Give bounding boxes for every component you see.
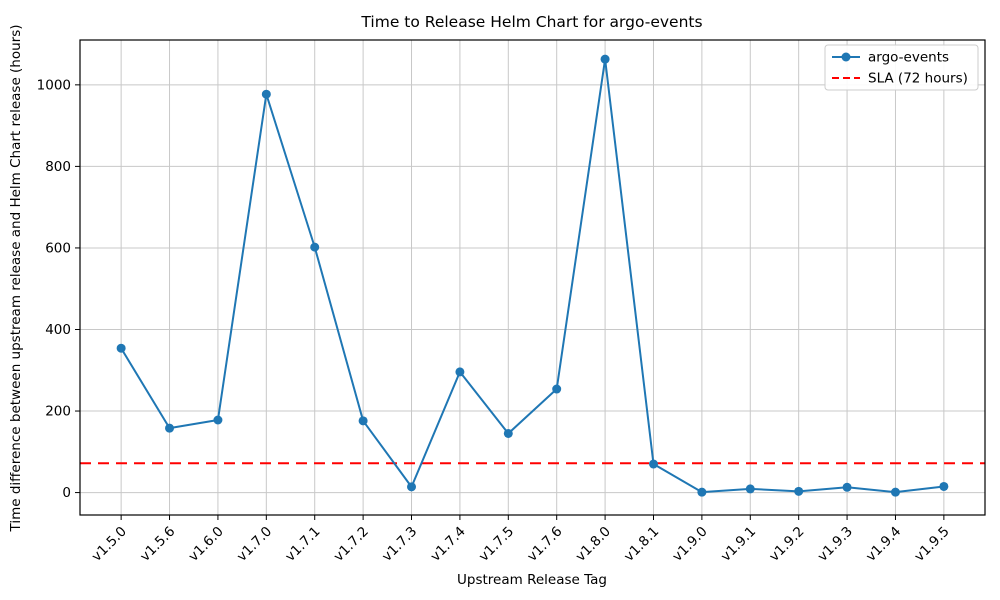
data-point: [939, 481, 949, 491]
x-tick-label: v1.7.6: [524, 524, 565, 565]
data-point: [165, 423, 175, 433]
data-point: [503, 428, 513, 438]
plot-border: [79, 39, 986, 516]
x-tick-label: v1.8.1: [621, 524, 662, 565]
x-tick-label: v1.9.0: [669, 524, 710, 565]
x-tick-label: v1.5.0: [89, 524, 130, 565]
y-tick-label: 800: [45, 159, 71, 175]
data-point: [842, 482, 852, 492]
data-point: [261, 89, 271, 99]
x-tick-label: v1.7.2: [331, 524, 372, 565]
legend-label-sla: SLA (72 hours): [868, 71, 968, 87]
data-point: [552, 384, 562, 394]
tick-layer: v1.5.0 v1.5.6 v1.6.0 v1.7.0 v1.7.1 v1.7.2 v1.7…: [37, 77, 953, 564]
data-point: [890, 487, 900, 497]
x-tick-label: v1.9.4: [863, 524, 904, 565]
y-tick-label: 0: [62, 485, 71, 501]
x-tick-label: v1.7.4: [427, 524, 468, 565]
data-point: [358, 416, 368, 426]
y-tick-label: 600: [45, 240, 71, 256]
chart-title: Time to Release Helm Chart for argo-even…: [360, 13, 702, 31]
x-tick-label: v1.7.1: [282, 524, 323, 565]
y-axis-label: Time difference between upstream release…: [8, 24, 24, 532]
x-tick-label: v1.9.2: [766, 524, 807, 565]
y-tick-label: 1000: [37, 77, 71, 93]
grid-layer: [80, 40, 985, 515]
x-tick-label: v1.7.0: [234, 524, 275, 565]
data-point: [455, 367, 465, 377]
data-point: [213, 415, 223, 425]
data-point: [600, 54, 610, 64]
legend: argo-events SLA (72 hours): [824, 44, 979, 91]
x-tick-label: v1.9.1: [718, 524, 759, 565]
y-tick-label: 400: [45, 322, 71, 338]
data-point: [310, 242, 320, 252]
data-layer: [80, 54, 985, 497]
x-tick-label: v1.7.5: [476, 524, 517, 565]
x-tick-label: v1.5.6: [137, 524, 178, 565]
x-tick-label: v1.6.0: [186, 524, 227, 565]
data-point: [648, 459, 658, 469]
data-point: [794, 486, 804, 496]
x-tick-label: v1.9.3: [815, 524, 856, 565]
legend-box: [824, 44, 979, 91]
x-axis-label: Upstream Release Tag: [457, 572, 607, 588]
data-point: [745, 484, 755, 494]
legend-series-marker-icon: [841, 52, 851, 62]
x-tick-label: v1.8.0: [573, 524, 614, 565]
data-point: [116, 343, 126, 353]
data-point: [697, 487, 707, 497]
series-line: [120, 58, 944, 494]
x-tick-label: v1.7.3: [379, 524, 420, 565]
x-tick-label: v1.9.5: [911, 524, 952, 565]
data-point: [407, 482, 417, 492]
legend-label-series: argo-events: [868, 50, 949, 66]
y-tick-label: 200: [45, 404, 71, 420]
